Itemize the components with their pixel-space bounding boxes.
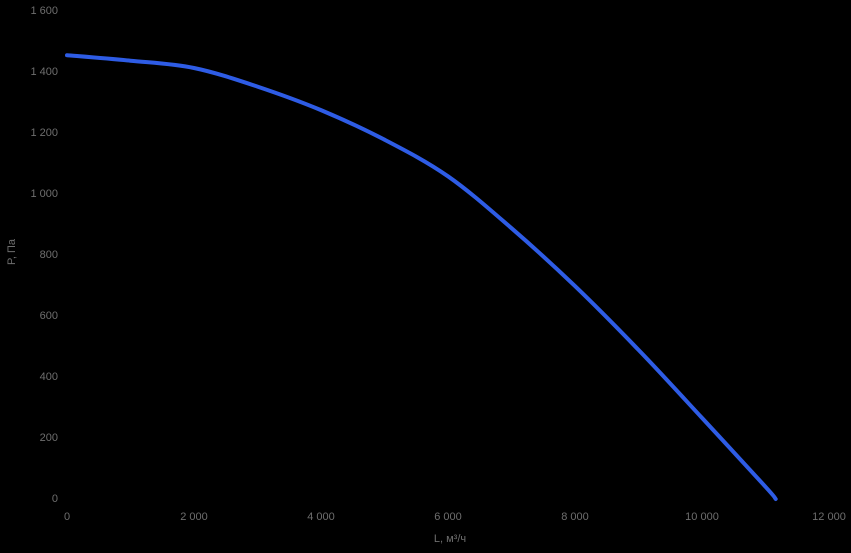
y-tick-label: 200 [39, 432, 58, 444]
x-axis-title: L, м³/ч [433, 533, 467, 545]
y-tick-label: 800 [39, 249, 58, 261]
x-tick-label: 0 [63, 511, 71, 523]
y-tick-label: 1 600 [30, 5, 58, 17]
x-tick-label: 2 000 [180, 511, 208, 523]
x-tick-label: 8 000 [561, 511, 589, 523]
y-tick-label: 400 [39, 371, 58, 383]
y-tick-label: 600 [39, 310, 58, 322]
y-tick-label: 1 200 [30, 127, 58, 139]
x-tick-label: 4 000 [307, 511, 335, 523]
y-axis-title: P, Па [6, 238, 18, 266]
x-tick-label: 12 000 [812, 511, 846, 523]
y-tick-label: 1 000 [30, 188, 58, 200]
y-tick-label: 1 400 [30, 66, 58, 78]
y-tick-label: 0 [51, 493, 58, 505]
x-tick-label: 10 000 [685, 511, 719, 523]
pressure-curve [65, 53, 778, 501]
x-tick-label: 6 000 [434, 511, 462, 523]
